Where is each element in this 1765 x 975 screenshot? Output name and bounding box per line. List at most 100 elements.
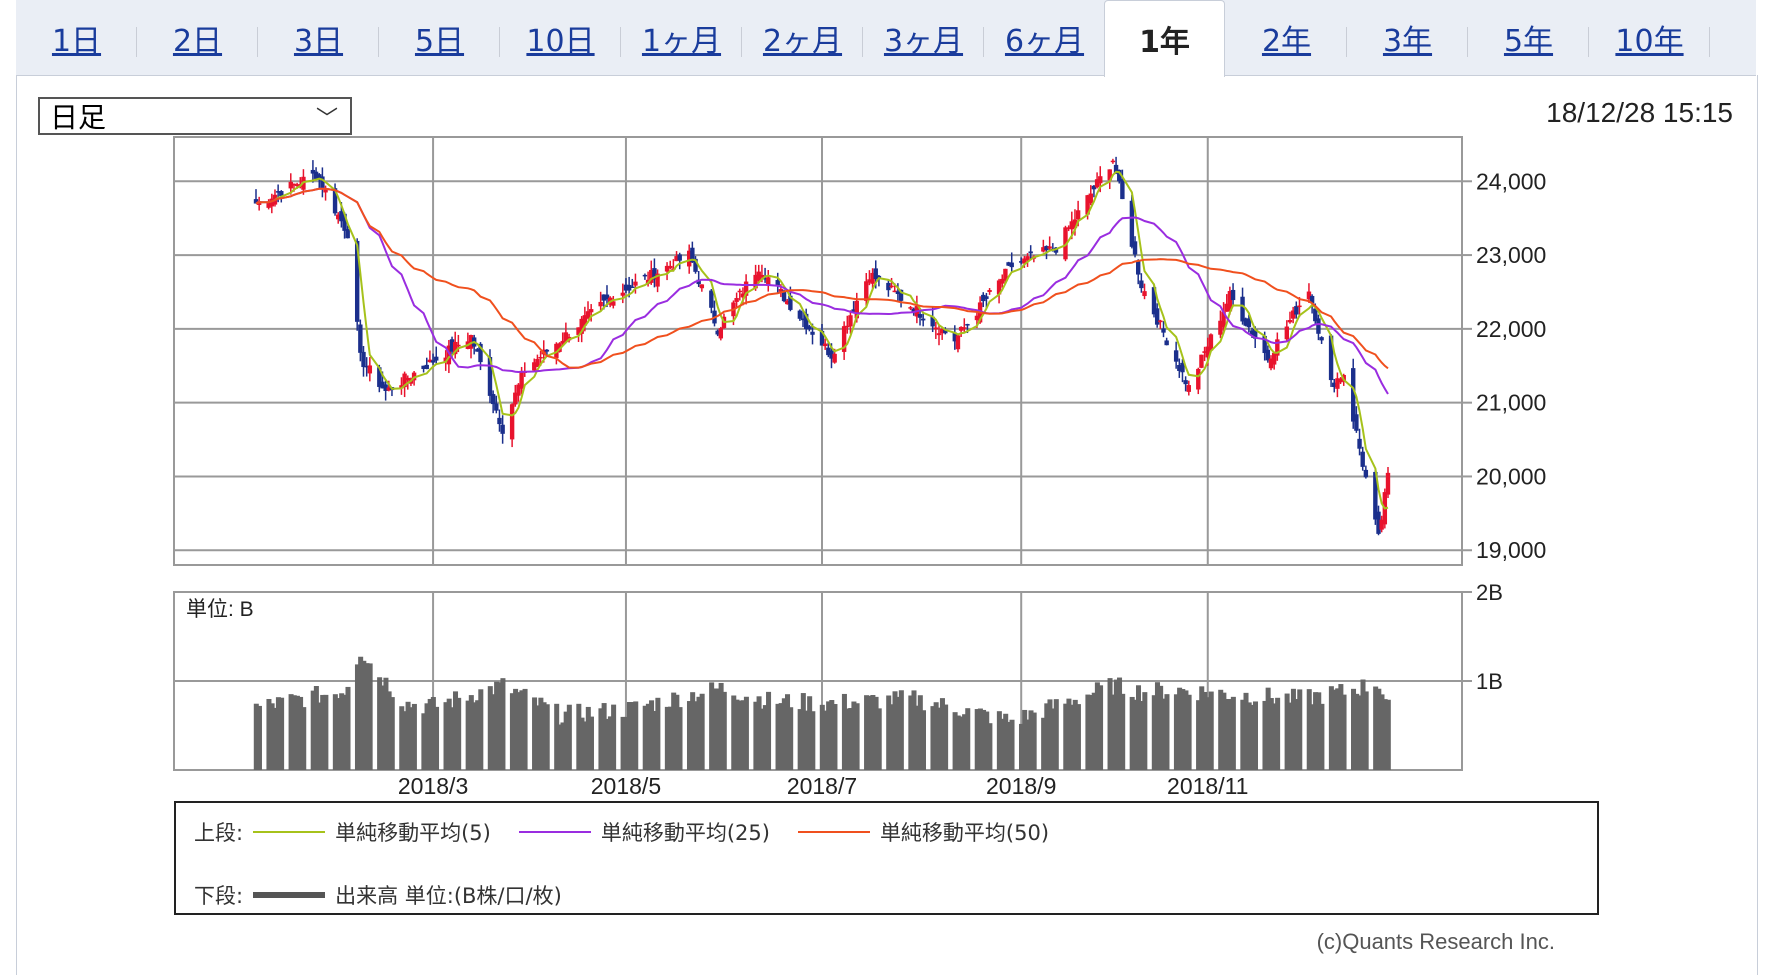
copyright-text: (c)Quants Research Inc. [1316,929,1555,954]
volume-tick-label: 2B [1476,580,1503,605]
volume-bar [939,698,945,770]
volume-bar [626,702,632,770]
ma-line-5 [255,170,1389,510]
volume-bar [475,700,481,770]
candle-body [361,351,366,368]
volume-bar [841,693,847,770]
volume-bar [1240,699,1246,770]
volume-bar [427,698,433,770]
candle-body [576,327,581,335]
volume-bar [320,694,326,770]
volume-bar [1110,694,1116,770]
period-tab-bar: 1日 2日 3日 5日 10日 1ヶ月 2ヶ月 3ヶ月 6ヶ月 1年 2年 3年 5年 10年 [16,0,1756,77]
candle-body [1246,318,1252,328]
tab-6[interactable]: 2ヶ月 [742,0,863,75]
candle-body [876,275,882,279]
tab-7[interactable]: 3ヶ月 [863,0,984,75]
candle-body [737,290,742,293]
candle-body [1006,262,1011,266]
candle-body [1028,251,1033,254]
volume-bar [560,722,566,770]
tab-13[interactable]: 10年 [1589,0,1710,75]
tab-11[interactable]: 3年 [1347,0,1468,75]
candle-body [310,169,316,174]
candle-body [781,290,787,302]
volume-bar [1173,694,1179,770]
tab-label: 3年 [1382,23,1433,59]
candle-body [538,356,543,359]
candle-body [908,307,913,309]
candle-body [1110,160,1116,163]
candle-body [1019,261,1024,263]
candle-body [588,309,594,313]
tab-12[interactable]: 5年 [1468,0,1589,75]
volume-bar [630,702,636,770]
period-select-value: 日足 [50,101,107,134]
candle-body [345,229,350,239]
stock-chart: 19,000 20,000 21,000 22,000 23,000 24,000 1B 2B… [173,136,1546,799]
volume-bar [696,696,702,770]
volume-bar [389,697,395,770]
volume-bar [645,703,651,770]
volume-bar [266,698,272,770]
candle-body [1173,350,1179,362]
volume-bar [762,705,768,770]
volume-bar [965,708,971,770]
tab-label: 3ヶ月 [883,23,964,59]
volume-bar [1088,695,1094,770]
tab-2[interactable]: 3日 [258,0,379,75]
candle-body [848,315,853,327]
tab-9[interactable]: 1年 [1104,0,1225,77]
volume-bar [911,690,917,770]
volume-bar [867,695,873,770]
period-select[interactable]: 日足 ﹀ [38,97,352,135]
candle-body [288,181,293,189]
ma-line-50 [255,187,1389,370]
candle-body [468,335,474,349]
volume-bar [721,691,727,770]
tab-8[interactable]: 6ヶ月 [984,0,1105,75]
volume-bar [339,693,345,770]
candle-body [677,254,682,261]
legend-upper-label: 上段: [194,821,244,845]
candle-body [1085,195,1090,215]
tab-0[interactable]: 1日 [16,0,137,75]
candle-body [1221,311,1226,328]
candle-body [383,384,388,391]
volume-bar [1262,700,1268,770]
tab-label: 1年 [1139,25,1190,60]
candle-body [269,198,275,207]
volume-bar [1208,691,1214,770]
candle-body [1262,335,1267,354]
candle-body [797,310,803,319]
volume-bar [317,702,323,770]
volume-bar [1284,693,1290,770]
volume-bar [1319,703,1325,770]
volume-bar [1385,699,1391,770]
volume-bar [908,695,914,770]
volume-bar [291,695,297,770]
axis-labels: 19,000 20,000 21,000 22,000 23,000 24,000 1B 2B… [186,168,1546,799]
candle-body [342,213,347,231]
candle-body [380,381,385,389]
tab-4[interactable]: 10日 [500,0,621,75]
tab-5[interactable]: 1ヶ月 [621,0,742,75]
candle-body [699,284,705,289]
tab-1[interactable]: 2日 [137,0,258,75]
tab-10[interactable]: 2年 [1226,0,1347,75]
volume-bar [421,713,427,770]
volume-bar [522,688,528,770]
volume-bar [832,704,838,770]
candle-body [1044,245,1049,251]
volume-bar [1287,702,1293,770]
candle-body [693,258,698,272]
volume-bar [424,703,430,770]
volume-bar [434,706,440,770]
candle-body [807,326,812,330]
chart-panel [16,75,1758,975]
volume-bar [452,691,459,770]
candle-body [1319,337,1324,341]
candle-body [560,340,565,344]
tab-3[interactable]: 5日 [379,0,500,75]
volume-bar [579,717,585,770]
